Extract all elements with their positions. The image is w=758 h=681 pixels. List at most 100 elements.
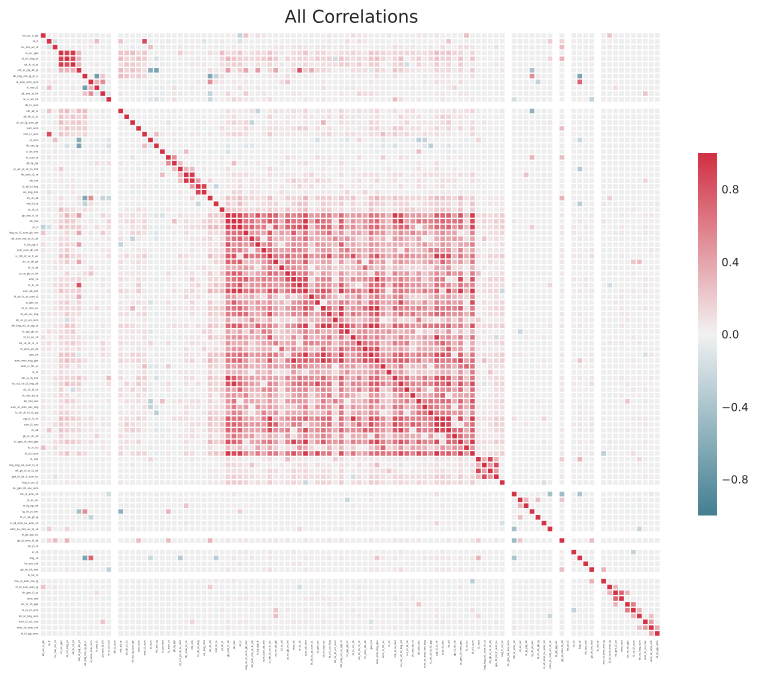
svg-text:re_iz_w1_tot: re_iz_w1_tot [23,98,38,101]
svg-text:gb_lg_pgi: gb_lg_pgi [173,640,176,652]
svg-text:re_wz_ges: re_wz_ges [25,52,39,55]
svg-text:tot_zk_zk_nr_nr: tot_zk_zk_nr_nr [358,640,361,659]
svg-text:alt_t1_sum: alt_t1_sum [25,104,39,107]
svg-text:fu_tot_nr: fu_tot_nr [28,574,39,577]
svg-text:ab_mw: ab_mw [30,220,39,223]
svg-text:hh_sex_mb: hh_sex_mb [24,563,38,566]
svg-text:zk_alt: zk_alt [31,429,38,432]
svg-text:vb_ges_t2_pt: vb_ges_t2_pt [22,592,38,595]
svg-text:mb_t2_emo_vb: mb_t2_emo_vb [513,640,516,659]
svg-text:tot_wz_iz_gb: tot_wz_iz_gb [23,34,39,37]
svg-text:bl_ab_fu_pt_sum_t1: bl_ab_fu_pt_sum_t1 [310,640,313,665]
svg-text:st_ges_wz: st_ges_wz [316,640,319,653]
svg-text:emo_ku_mot_wz_st_zk: emo_ku_mot_wz_st_zk [549,640,552,669]
svg-text:tot_sc_kog_sum: tot_sc_kog_sum [638,640,641,660]
svg-text:mb_st_pgi_ab_pt: mb_st_pgi_ab_pt [18,69,39,72]
svg-text:lg_vb_pt_sex: lg_vb_pt_sex [22,510,38,513]
svg-text:st_ges_wz: st_ges_wz [26,301,39,304]
svg-text:pt_zk_t1: pt_zk_t1 [221,640,224,651]
svg-text:kog_kog_w1_sum_fu_st: kog_kog_w1_sum_fu_st [9,464,38,467]
svg-text:ges_bl_tot_fr_sum_ku: ges_bl_tot_fr_sum_ku [495,640,498,667]
svg-text:ges_bl_tot_fr_sum_ku: ges_bl_tot_fr_sum_ku [12,476,39,479]
svg-text:ab_sum_mw_st_fu_ab: ab_sum_mw_st_fu_ab [11,238,39,241]
svg-text:sum_sum_ab_mb: sum_sum_ab_mb [17,249,39,252]
svg-text:t2_bl_sum_emo_lg: t2_bl_sum_emo_lg [609,640,612,663]
svg-text:t1_mot: t1_mot [477,640,480,648]
svg-text:hh_sex_mb: hh_sex_mb [585,640,588,654]
svg-text:fr_mot_t2: fr_mot_t2 [96,640,99,652]
svg-text:tot_sc_kog_sum: tot_sc_kog_sum [19,615,39,618]
svg-text:zk_mw_tot_st: zk_mw_tot_st [412,640,415,657]
svg-text:wz_re_vb_ges: wz_re_vb_ges [626,640,629,658]
svg-text:gb_t1_vb_vb: gb_t1_vb_vb [454,640,457,656]
svg-text:ab_mw: ab_mw [233,640,236,649]
svg-text:pt_w1_pt_zk_fu_mot: pt_w1_pt_zk_fu_mot [13,168,38,171]
svg-text:hh_sex_lg: hh_sex_lg [155,640,158,653]
svg-text:id_w1_wz_kog: id_w1_wz_kog [328,640,331,658]
svg-text:mb_alt_nr: mb_alt_nr [120,640,123,652]
svg-text:w1_t2_id_vb: w1_t2_id_vb [23,389,39,392]
svg-text:st_emo_emo_sum: st_emo_emo_sum [16,81,39,84]
svg-text:mb_st_id_mot: mb_st_id_mot [21,377,38,380]
svg-text:wz_nr_alt_gb: wz_nr_alt_gb [275,640,278,656]
svg-text:kog_sc_t2_sum_gb_mw: kog_sc_t2_sum_gb_mw [9,232,38,235]
svg-text:tot_wz_iz_gb: tot_wz_iz_gb [42,640,45,656]
svg-text:w1_t2_id_vb: w1_t2_id_vb [406,640,409,656]
svg-text:gb_id_emo_bl_alt: gb_id_emo_bl_alt [561,640,564,661]
svg-text:ab_sum_mw_st_fu_ab: ab_sum_mw_st_fu_ab [251,640,254,668]
svg-text:emo_mot: emo_mot [27,597,38,600]
svg-text:mw_st_emo_mw_lg: mw_st_emo_mw_lg [15,580,39,583]
svg-text:id_bl_pgi_emo: id_bl_pgi_emo [21,632,39,635]
svg-text:tot_pt_t2: tot_pt_t2 [28,545,39,548]
svg-text:id_w1_sum: id_w1_sum [25,452,39,455]
svg-text:id_w1_kog_pt: id_w1_kog_pt [22,58,39,61]
svg-text:t2_bl_sum_emo_lg: t2_bl_sum_emo_lg [16,586,39,589]
svg-text:mot_t1_sum: mot_t1_sum [24,133,40,136]
svg-text:pt_iz: pt_iz [239,640,242,646]
svg-text:mb_mb: mb_mb [191,640,194,649]
svg-text:kog_fr_wz_t2: kog_fr_wz_t2 [501,640,504,656]
svg-text:ku_w1_vb_t2_kog_alt: ku_w1_vb_t2_kog_alt [12,383,38,386]
svg-text:w1_kog_mot: w1_kog_mot [203,640,206,655]
svg-text:kog_sc_t2_sum_gb_mw: kog_sc_t2_sum_gb_mw [245,640,248,669]
svg-text:mb_st_pgi_ab_pt: mb_st_pgi_ab_pt [78,640,81,661]
svg-text:alt_mot_id_hh: alt_mot_id_hh [102,640,105,657]
svg-text:sum_t2_w1_mw: sum_t2_w1_mw [19,621,38,624]
svg-text:iz_alt_emo_ku_emo_vb: iz_alt_emo_ku_emo_vb [10,522,39,525]
svg-text:fu_vb_zk_bl_t2_pgi: fu_vb_zk_bl_t2_pgi [15,412,39,415]
svg-text:emo_emo_kog_ges: emo_emo_kog_ges [15,359,39,362]
svg-text:t2_ab_bl_kog: t2_ab_bl_kog [197,640,200,657]
svg-text:iz_mb_t2_re_fr_wz: iz_mb_t2_re_fr_wz [269,640,272,663]
svg-text:st_sum: st_sum [30,139,39,142]
svg-text:t1_t2: t1_t2 [388,640,391,646]
svg-text:wz_re_vb_ges: wz_re_vb_ges [21,603,39,606]
svg-text:kog_zk: kog_zk [579,640,582,649]
svg-text:re_fr: re_fr [48,640,51,646]
svg-text:t1_mot: t1_mot [30,458,38,461]
svg-text:kog_zk: kog_zk [30,557,39,560]
svg-text:emo_iz_hh_sc: emo_iz_hh_sc [21,365,39,368]
svg-text:id_gb_pgi_w1: id_gb_pgi_w1 [22,534,39,537]
svg-text:fu_tot_nr: fu_tot_nr [597,640,600,651]
svg-text:tot_zk_alt: tot_zk_alt [209,640,212,652]
svg-text:bl_nr_alt_gb_lg: bl_nr_alt_gb_lg [20,516,39,519]
svg-text:emo_zk_emo_mb: emo_zk_emo_mb [17,627,39,630]
svg-text:nr_pgi_gb_sc: nr_pgi_gb_sc [346,640,349,657]
svg-text:t1_t2: t1_t2 [32,371,38,374]
svg-text:ab_kog_mw_lg_pt_iz: ab_kog_mw_lg_pt_iz [84,640,87,666]
svg-text:mot_bl_re: mot_bl_re [215,640,218,652]
svg-text:mb_t2_emo_vb: mb_t2_emo_vb [20,493,39,496]
svg-text:ku_w1_vb_t2_kog_alt: ku_w1_vb_t2_kog_alt [400,640,403,666]
svg-text:id_w1_sum: id_w1_sum [471,640,474,654]
svg-text:id_gb_pgi_w1: id_gb_pgi_w1 [555,640,558,657]
svg-text:w1_kog_mot: w1_kog_mot [23,191,38,194]
svg-text:pt_zk_t1: pt_zk_t1 [28,209,39,212]
svg-text:iz_tot_mot: iz_tot_mot [26,151,39,154]
svg-text:id_nr_mot_wz: id_nr_mot_wz [322,640,325,657]
svg-text:emo_emo_kog_ges: emo_emo_kog_ges [376,640,379,664]
svg-text:id_fu_wz_zk: id_fu_wz_zk [24,336,39,339]
svg-text:sc_t2: sc_t2 [32,551,39,554]
svg-text:gb_t1_vb_vb: gb_t1_vb_vb [23,435,39,438]
svg-text:nr_fu_zk: nr_fu_zk [298,640,301,651]
svg-text:bl_t1_alt: bl_t1_alt [281,640,284,650]
